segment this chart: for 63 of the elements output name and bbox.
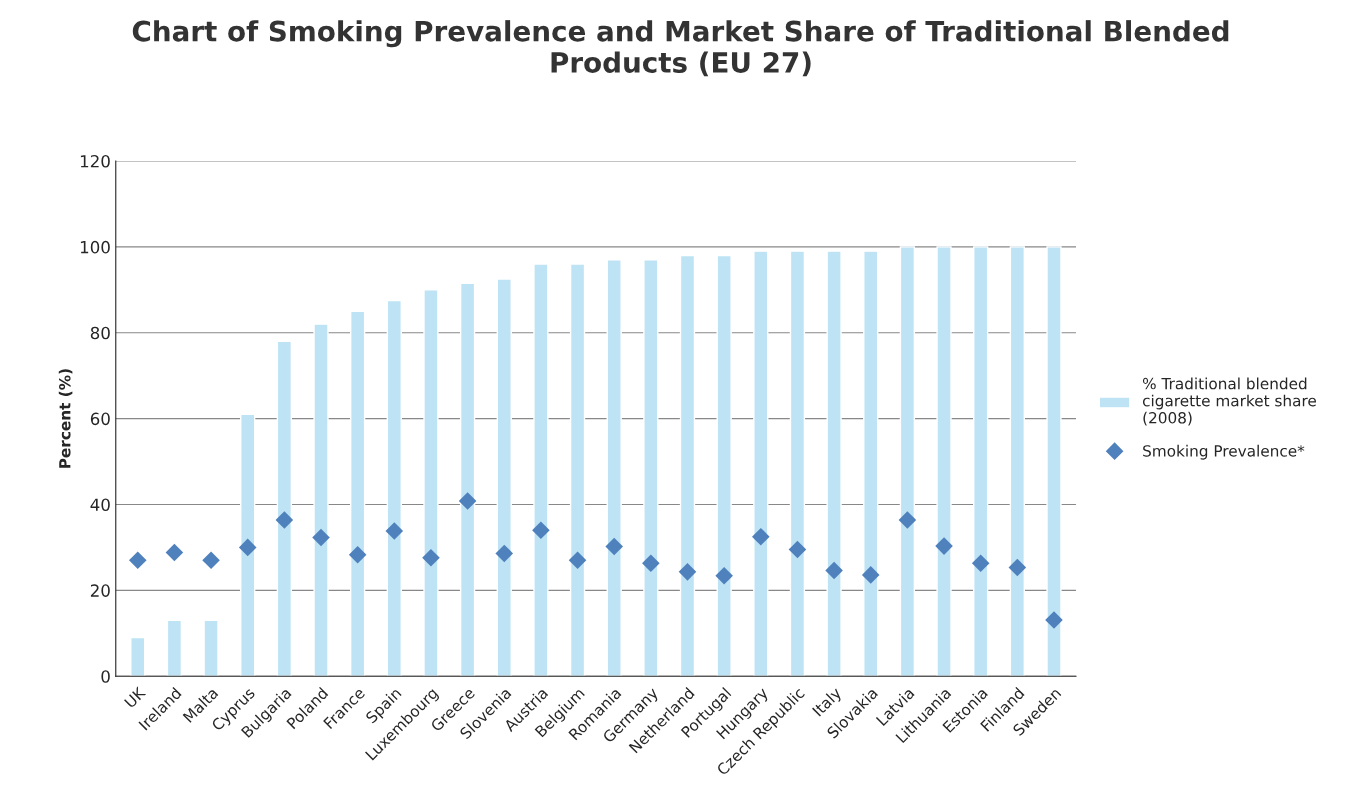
bar (203, 619, 219, 677)
point (532, 521, 550, 540)
legend-label: % Traditional blended cigarette market share (2008) (1142, 377, 1316, 426)
point (788, 540, 807, 559)
chart-title: Chart of Smoking Prevalence and Market Share of Traditional Blended Products (EU 27) (132, 20, 1229, 77)
point (458, 492, 477, 510)
point (1008, 558, 1027, 577)
y-tick-label: 120 (80, 154, 110, 168)
bar (826, 250, 842, 677)
bar (1009, 246, 1025, 677)
bar (569, 263, 586, 677)
point (898, 511, 917, 529)
point (165, 543, 184, 562)
bar (130, 636, 146, 677)
bar (1046, 246, 1062, 677)
bar (973, 246, 989, 677)
legend-label: Smoking Prevalence* (1143, 444, 1305, 460)
point (348, 545, 367, 564)
bar (423, 289, 439, 677)
bar (240, 413, 256, 677)
point (825, 561, 843, 580)
y-tick-label: 20 (90, 584, 110, 597)
bar (496, 278, 512, 677)
bar (606, 259, 622, 677)
bar (716, 254, 732, 677)
bar (753, 250, 769, 677)
point (312, 528, 330, 547)
bar (166, 619, 183, 677)
bar (349, 310, 366, 677)
point (678, 563, 697, 581)
point (238, 538, 257, 557)
bar (313, 323, 329, 677)
point (752, 527, 770, 546)
bar (863, 250, 879, 677)
point (861, 566, 880, 584)
point (128, 551, 147, 570)
point (935, 537, 953, 555)
bar (533, 263, 549, 677)
point (715, 566, 733, 585)
bar (679, 254, 696, 677)
y-tick-label: 40 (90, 498, 110, 512)
y-tick-label: 80 (90, 326, 110, 340)
bar (276, 340, 293, 677)
point (495, 544, 514, 563)
point (605, 537, 623, 556)
y-tick-label: 60 (90, 412, 110, 426)
point (422, 548, 440, 567)
y-axis-title: Percent (%) (58, 369, 73, 468)
bar (459, 282, 476, 677)
bar (643, 259, 659, 677)
point (568, 551, 587, 570)
point (971, 554, 990, 573)
point (202, 551, 220, 570)
bar (386, 299, 402, 677)
y-tick-label: 100 (80, 240, 110, 254)
y-tick-label: 0 (101, 670, 110, 683)
point (642, 554, 660, 573)
bar (789, 250, 806, 677)
bar (936, 246, 952, 677)
point (385, 522, 404, 540)
bar (899, 246, 916, 677)
point (275, 511, 294, 529)
point (1045, 611, 1063, 629)
